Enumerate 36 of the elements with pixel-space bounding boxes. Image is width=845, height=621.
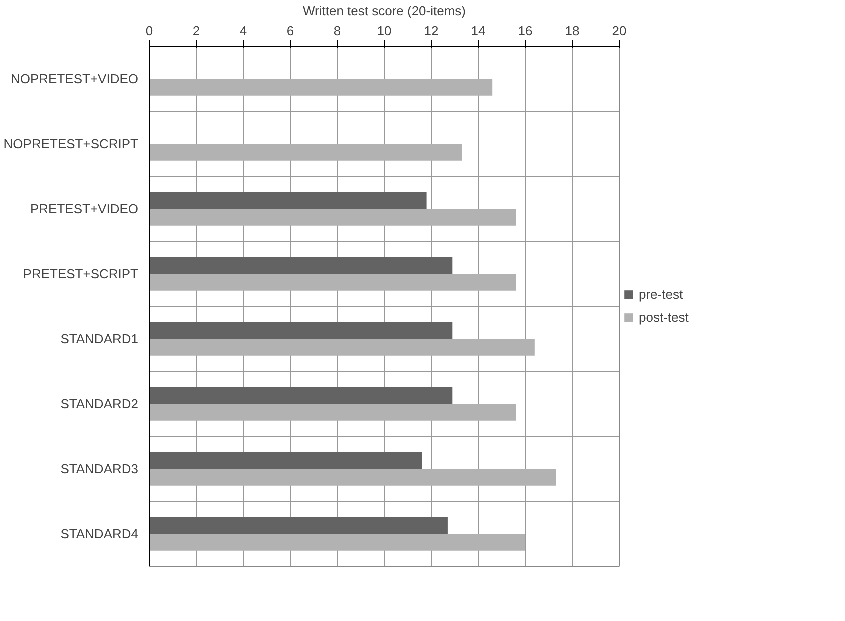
- x-tick-label: 6: [286, 24, 294, 38]
- y-tick-label: NOPRETEST+VIDEO: [11, 72, 138, 86]
- bar: [150, 144, 462, 161]
- bar: [150, 517, 448, 534]
- bar: [150, 387, 453, 404]
- x-tick-label: 12: [424, 24, 439, 38]
- y-tick-label: PRETEST+VIDEO: [30, 202, 138, 216]
- bar: [150, 209, 516, 226]
- x-tick-label: 2: [192, 24, 200, 38]
- x-tick-label: 10: [377, 24, 392, 38]
- y-tick-label: STANDARD4: [60, 526, 139, 542]
- legend-label: pre-test: [639, 287, 684, 302]
- x-axis-title: Written test score (20-items): [302, 4, 466, 18]
- bar: [150, 257, 453, 274]
- y-tick-label: PRETEST+SCRIPT: [23, 266, 139, 282]
- legend-label: post-test: [639, 310, 689, 325]
- bar: [150, 274, 516, 291]
- y-tick-label: STANDARD2: [60, 396, 139, 412]
- bar: [150, 534, 526, 551]
- x-tick-label: 0: [146, 24, 154, 38]
- x-tick-label: 16: [518, 24, 533, 38]
- bar: [150, 339, 535, 356]
- x-tick-label: 20: [612, 24, 627, 38]
- y-tick-label: STANDARD1: [60, 332, 139, 346]
- x-tick-label: 4: [240, 24, 248, 38]
- bar: [150, 322, 453, 339]
- bar: [150, 79, 493, 96]
- bar: [150, 404, 516, 421]
- x-tick-label: 8: [334, 24, 342, 38]
- y-tick-label: NOPRETEST+SCRIPT: [4, 136, 139, 152]
- x-tick-label: 14: [471, 24, 486, 38]
- y-tick-label: STANDARD3: [60, 462, 139, 476]
- bar: [150, 469, 556, 486]
- bar: [150, 192, 427, 209]
- bar: [150, 452, 422, 469]
- x-tick-label: 18: [565, 24, 580, 38]
